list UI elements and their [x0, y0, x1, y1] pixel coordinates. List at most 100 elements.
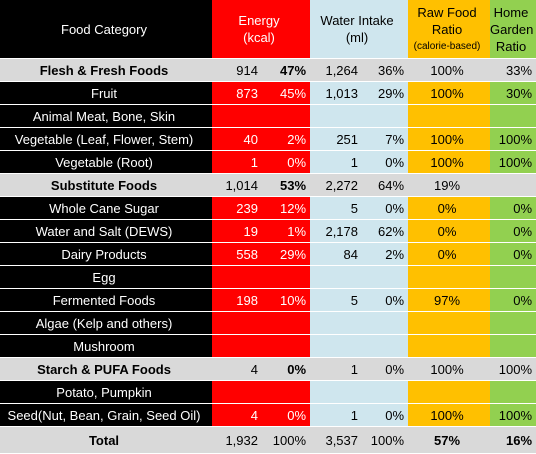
raw-food-ratio	[408, 334, 491, 358]
water-pct: 62%	[362, 219, 409, 243]
energy-pct	[262, 104, 311, 128]
energy-pct: 0%	[262, 357, 311, 381]
header-home-label-3: Ratio	[495, 38, 527, 54]
category-name: Vegetable (Leaf, Flower, Stem)	[0, 127, 212, 151]
header-water-unit: (ml)	[345, 30, 369, 45]
home-garden-ratio	[490, 104, 536, 128]
water-value: 1,264	[310, 58, 363, 82]
header-row: Food Category Energy (kcal) Water Intake…	[0, 0, 536, 59]
energy-value	[212, 104, 262, 128]
header-water-label: Water Intake	[320, 13, 394, 28]
raw-food-ratio: 0%	[408, 196, 491, 220]
raw-food-ratio: 97%	[408, 288, 491, 312]
table-row: Dairy Products 558 29% 84 2% 0% 0%	[0, 242, 536, 266]
water-value	[310, 311, 363, 335]
water-pct: 2%	[362, 242, 409, 266]
home-garden-ratio: 0%	[490, 196, 536, 220]
water-pct	[362, 104, 409, 128]
water-value	[310, 104, 363, 128]
water-value: 5	[310, 196, 363, 220]
water-pct: 64%	[362, 173, 409, 197]
table-body: Flesh & Fresh Foods 914 47% 1,264 36% 100% 33%…	[0, 58, 536, 427]
raw-food-ratio	[408, 380, 491, 404]
home-garden-ratio: 100%	[490, 357, 536, 381]
raw-food-ratio: 100%	[408, 58, 491, 82]
header-home-label-2: Garden	[490, 21, 534, 37]
raw-food-ratio: 19%	[408, 173, 491, 197]
category-name: Algae (Kelp and others)	[0, 311, 212, 335]
header-raw-label-2: Ratio	[431, 21, 463, 37]
water-value: 1	[310, 357, 363, 381]
water-value: 84	[310, 242, 363, 266]
total-energy: 1,932	[212, 426, 262, 454]
table-row: Whole Cane Sugar 239 12% 5 0% 0% 0%	[0, 196, 536, 220]
water-value: 1	[310, 403, 363, 427]
energy-value: 914	[212, 58, 262, 82]
raw-food-ratio: 100%	[408, 81, 491, 105]
raw-food-ratio: 100%	[408, 403, 491, 427]
home-garden-ratio: 100%	[490, 403, 536, 427]
energy-value: 239	[212, 196, 262, 220]
energy-pct	[262, 265, 311, 289]
header-raw-label-3: (calorie-based)	[413, 40, 481, 52]
energy-pct: 12%	[262, 196, 311, 220]
energy-pct: 47%	[262, 58, 311, 82]
home-garden-ratio	[490, 380, 536, 404]
water-value	[310, 380, 363, 404]
water-value	[310, 265, 363, 289]
energy-pct: 29%	[262, 242, 311, 266]
total-label: Total	[0, 426, 212, 454]
raw-food-ratio: 100%	[408, 127, 491, 151]
total-row: Total 1,932 100% 3,537 100% 57% 16%	[0, 426, 536, 454]
total-water: 3,537	[310, 426, 363, 454]
raw-food-ratio: 100%	[408, 150, 491, 174]
energy-pct	[262, 334, 311, 358]
total-home-ratio: 16%	[490, 426, 536, 454]
total-energy-pct: 100%	[262, 426, 311, 454]
home-garden-ratio	[490, 265, 536, 289]
energy-pct: 2%	[262, 127, 311, 151]
energy-pct	[262, 380, 311, 404]
energy-pct: 10%	[262, 288, 311, 312]
energy-pct: 0%	[262, 403, 311, 427]
header-home-label-1: Home	[493, 4, 529, 20]
table-row: Egg	[0, 265, 536, 289]
water-value	[310, 334, 363, 358]
header-food-category: Food Category	[0, 0, 212, 59]
header-raw-food-ratio: Raw Food Ratio (calorie-based)	[408, 0, 491, 59]
water-pct: 0%	[362, 403, 409, 427]
energy-value: 19	[212, 219, 262, 243]
energy-value: 1	[212, 150, 262, 174]
water-pct: 0%	[362, 288, 409, 312]
category-name: Potato, Pumpkin	[0, 380, 212, 404]
table-row: Animal Meat, Bone, Skin	[0, 104, 536, 128]
water-pct	[362, 380, 409, 404]
table-row: Vegetable (Root) 1 0% 1 0% 100% 100%	[0, 150, 536, 174]
group-row: Starch & PUFA Foods 4 0% 1 0% 100% 100%	[0, 357, 536, 381]
table-row: Seed(Nut, Bean, Grain, Seed Oil) 4 0% 1 0% 10…	[0, 403, 536, 427]
category-name: Substitute Foods	[0, 173, 212, 197]
table-row: Fermented Foods 198 10% 5 0% 97% 0%	[0, 288, 536, 312]
table-row: Water and Salt (DEWS) 19 1% 2,178 62% 0% 0%	[0, 219, 536, 243]
raw-food-ratio	[408, 265, 491, 289]
header-energy-label: Energy	[238, 13, 280, 28]
category-name: Mushroom	[0, 334, 212, 358]
category-name: Flesh & Fresh Foods	[0, 58, 212, 82]
raw-food-ratio: 100%	[408, 357, 491, 381]
energy-pct	[262, 311, 311, 335]
energy-pct: 45%	[262, 81, 311, 105]
water-pct: 0%	[362, 357, 409, 381]
category-name: Egg	[0, 265, 212, 289]
energy-pct: 53%	[262, 173, 311, 197]
water-value: 1,013	[310, 81, 363, 105]
raw-food-ratio: 0%	[408, 242, 491, 266]
category-name: Starch & PUFA Foods	[0, 357, 212, 381]
table-row: Mushroom	[0, 334, 536, 358]
energy-value: 198	[212, 288, 262, 312]
energy-value: 873	[212, 81, 262, 105]
category-name: Dairy Products	[0, 242, 212, 266]
category-name: Animal Meat, Bone, Skin	[0, 104, 212, 128]
water-value: 2,272	[310, 173, 363, 197]
group-row: Substitute Foods 1,014 53% 2,272 64% 19%	[0, 173, 536, 197]
